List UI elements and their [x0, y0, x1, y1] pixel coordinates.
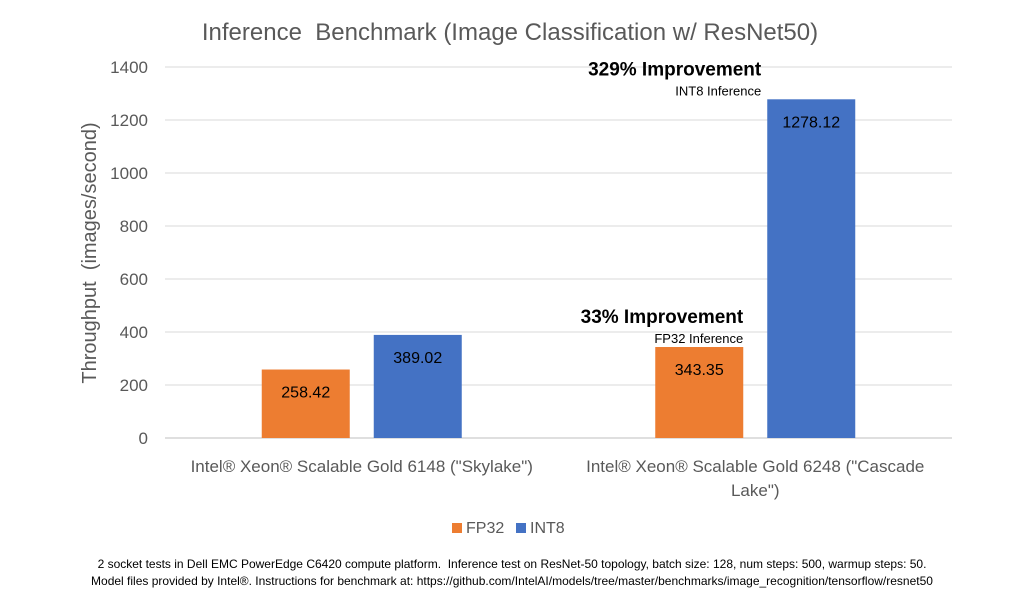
x-label-1-0: Intel® Xeon® Scalable Gold 6248 ("Cascad… [586, 457, 924, 476]
legend-label-fp32: FP32 [466, 520, 504, 537]
bars [261, 99, 856, 438]
annotation-title-0: 329% Improvement [588, 59, 762, 80]
annotation-title-1: 33% Improvement [581, 307, 744, 328]
footnote-line-2: Model files provided by Intel®. Instruct… [91, 574, 933, 588]
y-tick-400: 400 [120, 323, 148, 342]
x-label-0-0: Intel® Xeon® Scalable Gold 6148 ("Skylak… [191, 457, 533, 476]
y-tick-0: 0 [139, 429, 148, 448]
annotation-subtitle-1: FP32 Inference [654, 331, 743, 346]
bar-label-int8-1: 1278.12 [782, 114, 840, 131]
legend-label-int8: INT8 [530, 520, 565, 537]
annotation-subtitle-0: INT8 Inference [675, 83, 761, 98]
bar-fp32-1 [655, 347, 744, 438]
y-tick-1400: 1400 [110, 58, 148, 77]
y-tick-200: 200 [120, 376, 148, 395]
y-tick-labels: 0 200 400 600 800 1000 1200 1400 [110, 58, 148, 448]
footnote-line-1: 2 socket tests in Dell EMC PowerEdge C64… [98, 557, 927, 571]
bar-label-fp32-0: 258.42 [281, 385, 330, 402]
x-label-1-1: Lake") [731, 481, 780, 500]
y-axis-label: Throughput (images/second) [79, 122, 101, 383]
bar-value-labels: 258.42 389.02 343.35 1278.12 [281, 114, 840, 401]
legend-swatch-fp32 [452, 523, 462, 533]
bar-label-fp32-1: 343.35 [675, 362, 724, 379]
y-tick-800: 800 [120, 217, 148, 236]
bar-int8-1 [767, 99, 856, 438]
chart-title: Inference Benchmark (Image Classificatio… [202, 19, 818, 46]
legend-swatch-int8 [516, 523, 526, 533]
bar-label-int8-0: 389.02 [393, 350, 442, 367]
y-tick-600: 600 [120, 270, 148, 289]
annotations: 329% Improvement INT8 Inference 33% Improv… [581, 59, 762, 346]
bar-fp32-0 [261, 369, 350, 438]
y-tick-1200: 1200 [110, 111, 148, 130]
legend: FP32 INT8 [452, 520, 565, 537]
x-category-labels: Intel® Xeon® Scalable Gold 6148 ("Skylak… [191, 457, 925, 500]
y-tick-1000: 1000 [110, 164, 148, 183]
bar-int8-0 [373, 334, 462, 438]
